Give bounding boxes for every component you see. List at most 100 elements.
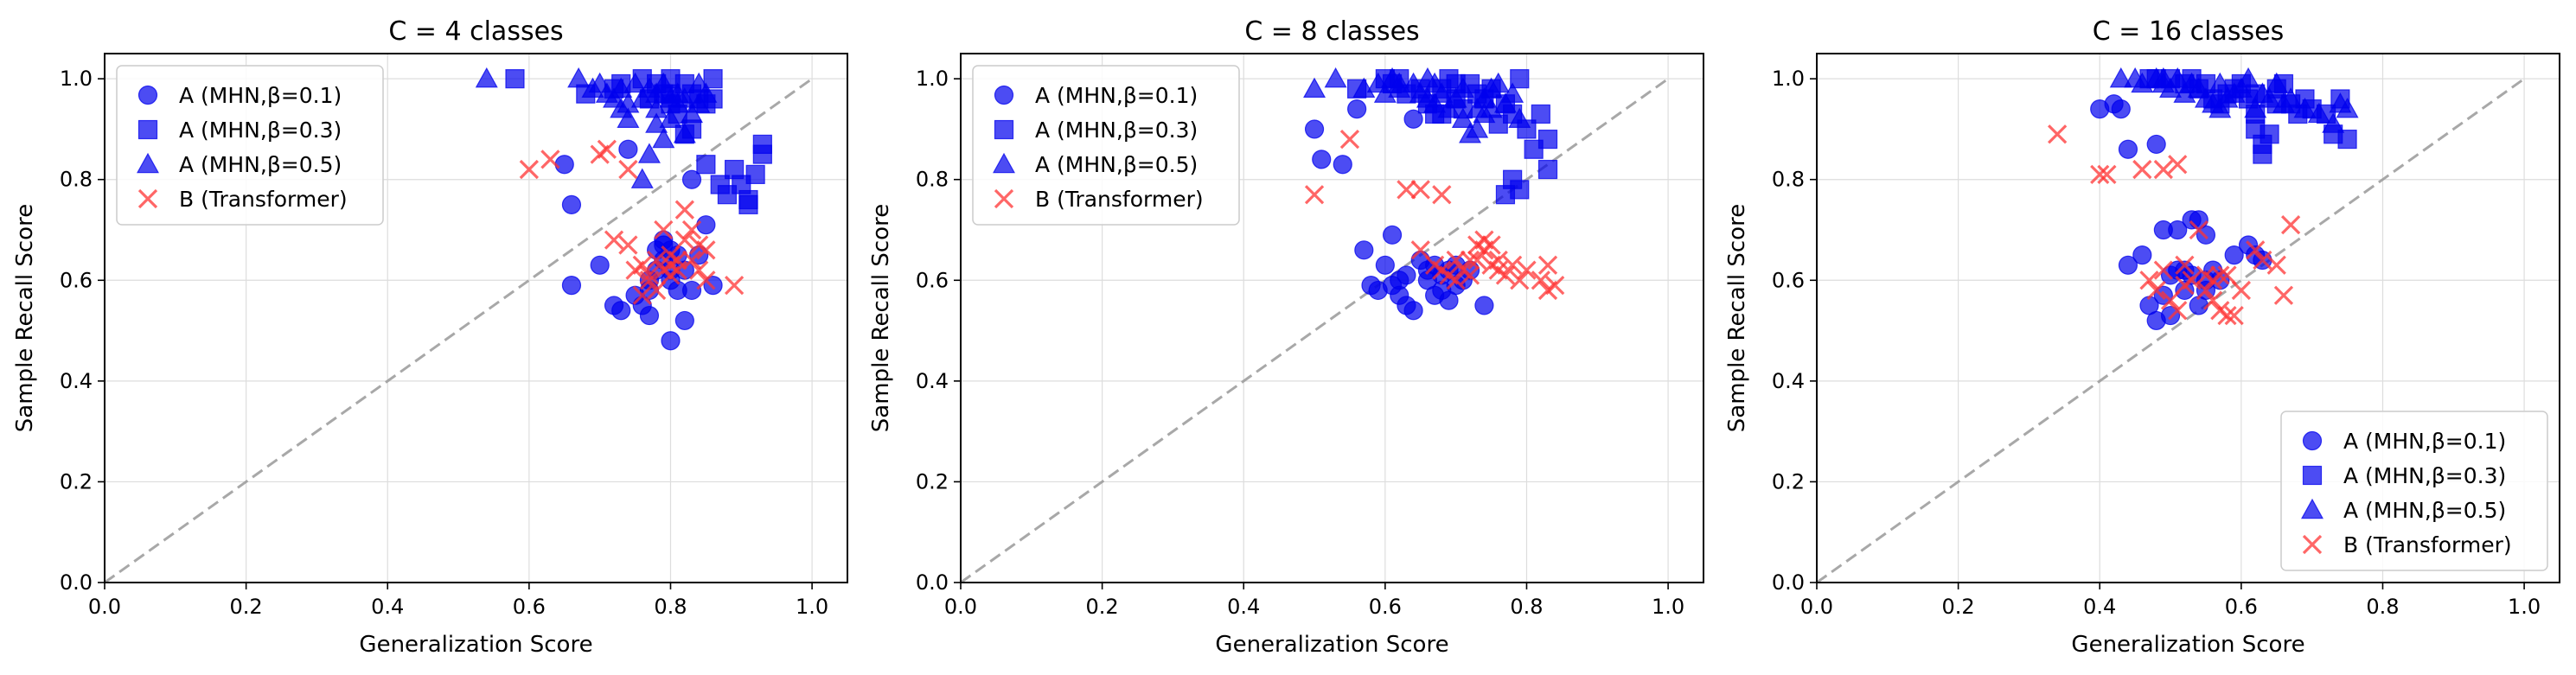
y-tick-label: 0.6 (1772, 268, 1805, 292)
series-3 (1303, 67, 1531, 143)
data-point (617, 107, 640, 128)
legend-label: A (MHN,β=0.1) (179, 83, 342, 108)
data-point (2153, 285, 2173, 305)
axes-frame (960, 53, 1704, 583)
data-point (611, 301, 631, 321)
legend-label: A (MHN,β=0.5) (2343, 498, 2506, 523)
y-tick-label: 0.8 (916, 168, 949, 192)
data-point (2196, 225, 2216, 245)
x-tick-label: 0.6 (2225, 595, 2258, 619)
data-point (1486, 72, 1510, 93)
y-axis-label: Sample Recall Score (1724, 204, 1750, 432)
data-point (1451, 77, 1474, 99)
data-point (646, 280, 667, 301)
data-point (694, 82, 718, 103)
data-point (668, 250, 687, 271)
data-point (2217, 265, 2237, 285)
data-point (1303, 77, 1326, 99)
x-tick-label: 0.8 (1510, 595, 1543, 619)
data-point (597, 139, 617, 159)
data-point (2090, 164, 2110, 185)
data-point (696, 215, 716, 235)
data-point (618, 235, 638, 255)
legend-marker (2302, 430, 2323, 451)
data-point (1347, 99, 1367, 119)
data-point (2196, 280, 2216, 301)
y-tick-label: 0.4 (60, 369, 93, 393)
data-point (2153, 260, 2174, 280)
x-tick-label: 0.6 (1369, 595, 1402, 619)
data-point (681, 220, 702, 240)
data-point (2208, 72, 2232, 93)
data-point (654, 220, 674, 240)
data-point (2246, 240, 2266, 260)
legend-label: A (MHN,β=0.5) (179, 152, 342, 177)
data-point (519, 159, 539, 180)
data-point (2168, 220, 2188, 240)
data-point (1410, 240, 1430, 260)
data-point (703, 276, 723, 296)
y-tick-label: 0.0 (1772, 570, 1805, 595)
data-point (673, 123, 696, 143)
data-point (1480, 97, 1503, 118)
data-point (2175, 275, 2195, 296)
data-point (2322, 112, 2345, 133)
legend-box (2280, 411, 2548, 571)
x-tick-label: 0.8 (654, 595, 687, 619)
legend-label: B (Transformer) (2343, 532, 2512, 557)
legend-box (972, 65, 1240, 226)
data-point (2336, 97, 2359, 118)
data-point (2265, 72, 2288, 93)
legend-marker (136, 152, 160, 174)
y-tick-label: 1.0 (916, 67, 949, 91)
data-point (2293, 97, 2317, 118)
data-point (2118, 255, 2138, 275)
data-point (1537, 159, 1558, 180)
data-point (2160, 305, 2181, 326)
x-tick-label: 0.8 (2366, 595, 2399, 619)
x-tick-label: 0.0 (1800, 595, 1833, 619)
x-tick-label: 1.0 (1652, 595, 1684, 619)
data-point (561, 276, 582, 296)
data-point (1451, 107, 1474, 128)
data-point (2168, 301, 2188, 321)
legend-label: A (MHN,β=0.5) (1035, 152, 1198, 177)
legend-marker (137, 188, 158, 209)
legend: A (MHN,β=0.1) A (MHN,β=0.3) A (MHN,β=0.5) B… (2280, 411, 2548, 571)
data-point (687, 72, 711, 93)
data-point (661, 331, 681, 351)
data-point (2280, 215, 2301, 235)
data-point (554, 155, 574, 175)
data-point (1531, 271, 1550, 290)
data-point (2202, 290, 2223, 310)
panel-1: 0.0 0.2 0.4 0.6 0.8 1.0 0.0 0.2 0.4 0.6 0.8 1.0 C = … (12, 16, 848, 658)
data-point (1382, 225, 1403, 245)
data-point (618, 139, 638, 159)
data-point (738, 194, 758, 214)
data-point (561, 194, 582, 214)
series-4 (1304, 129, 1565, 301)
data-point (590, 255, 610, 275)
legend: A (MHN,β=0.1) A (MHN,β=0.3) A (MHN,β=0.5) B… (972, 65, 1240, 226)
data-point (2118, 139, 2138, 159)
data-point (1312, 150, 1332, 169)
data-point (2307, 102, 2330, 124)
y-tick-label: 0.8 (60, 168, 93, 192)
chart-title: C = 8 classes (1244, 16, 1419, 47)
data-point (1531, 104, 1550, 124)
data-point (2217, 305, 2237, 326)
data-point (1403, 109, 1423, 129)
legend-label: B (Transformer) (1035, 187, 1204, 212)
data-point (567, 67, 591, 88)
data-point (2231, 280, 2251, 301)
data-point (2260, 124, 2279, 144)
y-axis-label: Sample Recall Score (868, 204, 894, 432)
data-point (1537, 129, 1558, 150)
data-point (1339, 129, 1360, 150)
data-point (2337, 129, 2357, 150)
data-point (1416, 67, 1439, 88)
data-point (2160, 290, 2181, 310)
data-point (639, 271, 660, 290)
data-point (1304, 185, 1325, 205)
data-point (505, 69, 525, 89)
